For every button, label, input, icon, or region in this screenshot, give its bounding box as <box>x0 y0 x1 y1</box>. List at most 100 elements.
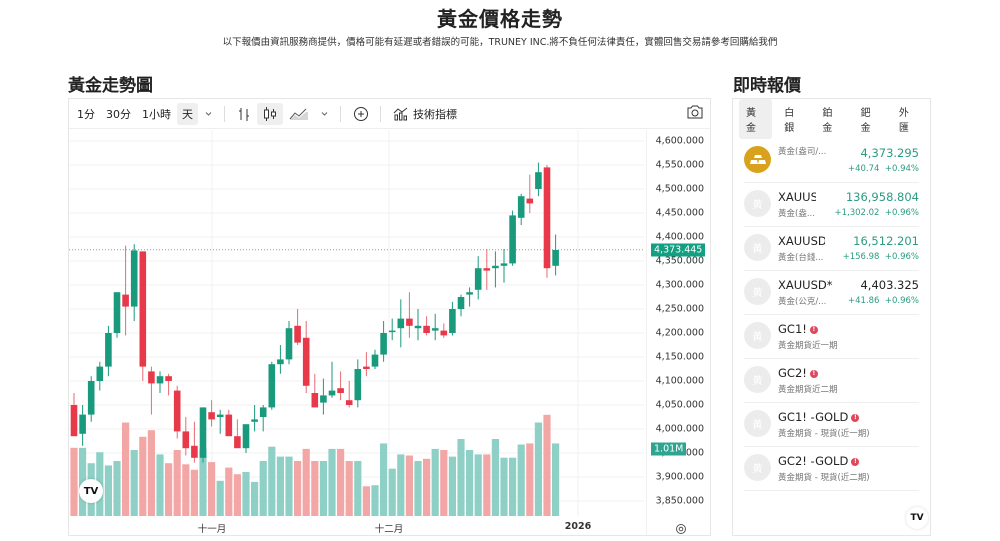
candle <box>466 292 473 295</box>
volume-bar <box>311 461 319 516</box>
candle <box>423 325 430 333</box>
candle <box>509 215 516 264</box>
price-tick-label: 4,600.000 <box>655 135 704 147</box>
symbol-avatar-icon: 黃 <box>744 454 771 481</box>
chart-canvas[interactable] <box>69 130 644 516</box>
candle <box>70 405 78 437</box>
warning-icon[interactable]: ! <box>851 413 860 422</box>
chart-settings-button[interactable] <box>675 520 687 539</box>
volume-bar <box>199 448 207 516</box>
quote-row-xauusd-tael[interactable]: 黃 XAUUSD 黃金(台錢... 16,512.201 +156.98 +0.… <box>744 227 919 271</box>
quote-price: 4,373.295 <box>860 146 919 160</box>
candle <box>414 325 422 329</box>
candle-chart-type-button[interactable] <box>257 102 283 125</box>
quote-row-xauus[interactable]: 黃 XAUUS 黃金(盎... 136,958.804 +1,302.02 +0… <box>744 183 919 227</box>
price-tick-label: 4,050.000 <box>655 399 704 411</box>
interval-dropdown[interactable] <box>199 106 218 121</box>
change-percent: +0.96% <box>884 208 919 218</box>
page-title: 黃金價格走勢 <box>437 7 563 31</box>
candle <box>328 390 336 396</box>
quote-price: 136,958.804 <box>845 190 919 204</box>
tradingview-logo[interactable]: TV <box>79 479 103 503</box>
volume-bar <box>242 472 250 516</box>
tab-palladium[interactable]: 鈀金 <box>860 108 871 134</box>
quote-row-xauusd-gram[interactable]: 黃 XAUUSD* 黃金(公克/... 4,403.325 +41.86 +0.… <box>744 271 919 315</box>
candle <box>79 414 86 434</box>
volume-bar <box>233 474 241 516</box>
price-axis[interactable]: 4,600.000 4,550.000 4,500.000 4,450.000 4,40… <box>646 130 710 535</box>
volume-bar <box>70 447 78 516</box>
candle <box>294 325 301 343</box>
quote-price: 16,512.201 <box>853 234 919 248</box>
candle <box>397 318 405 329</box>
bar-chart-type-button[interactable] <box>232 103 256 125</box>
quote-row-gc1-gold[interactable]: 黃 GC1! -GOLD! 黃金期貨 - 現貨(近一期) <box>744 403 919 447</box>
volume-bar <box>104 465 112 516</box>
quote-tabs: 黃金 白銀 鉑金 鈀金 外匯 <box>733 99 930 139</box>
warning-icon[interactable]: ! <box>851 457 860 466</box>
volume-bar <box>173 450 181 516</box>
tab-silver[interactable]: 白銀 <box>784 108 795 134</box>
quote-row-gc2-gold[interactable]: 黃 GC2! -GOLD! 黃金期貨 - 現貨(近二期) <box>744 447 919 491</box>
chevron-down-icon <box>205 112 212 116</box>
volume-bar <box>534 422 542 516</box>
quote-name: 黃金期貨 - 現貨(近一期) <box>778 429 870 439</box>
symbol-avatar-icon: 黃 <box>744 322 771 349</box>
time-tick-label: 2026 <box>564 521 592 532</box>
chart-toolbar: 1分 30分 1小時 天 技術指標 <box>69 99 710 129</box>
symbol-avatar-icon: 黃 <box>744 366 771 393</box>
volume-bar <box>448 456 456 516</box>
candle <box>268 364 276 408</box>
warning-icon[interactable]: ! <box>809 325 818 334</box>
compare-add-button[interactable] <box>348 103 374 125</box>
candle <box>199 407 207 458</box>
tradingview-logo[interactable]: TV <box>906 507 928 529</box>
candle <box>285 328 293 360</box>
quote-row-gold-oz[interactable]: 黃金(盎司/... 4,373.295 +40.74 +0.94% <box>744 139 919 183</box>
volume-bar <box>371 485 379 516</box>
toolbar-divider <box>224 105 225 122</box>
volume-bar <box>509 457 517 516</box>
indicators-button[interactable]: 技術指標 <box>388 103 462 125</box>
interval-day[interactable]: 天 <box>177 102 198 125</box>
candle <box>431 328 439 331</box>
quote-row-gc1[interactable]: 黃 GC1!! 黃金期貨近一期 <box>744 315 919 359</box>
price-tick-label: 4,300.000 <box>655 279 704 291</box>
symbol-avatar-icon: 黃 <box>744 190 771 217</box>
warning-icon[interactable]: ! <box>809 369 818 378</box>
tab-forex[interactable]: 外匯 <box>898 108 909 134</box>
candle <box>105 333 112 367</box>
candle <box>251 419 258 422</box>
interval-30min[interactable]: 30分 <box>106 107 131 121</box>
interval-1hour[interactable]: 1小時 <box>142 107 171 121</box>
candle <box>139 251 147 367</box>
quote-row-gc2[interactable]: 黃 GC2!! 黃金期貨近二期 <box>744 359 919 403</box>
chart-type-dropdown[interactable] <box>315 106 334 121</box>
area-chart-type-button[interactable] <box>284 104 314 124</box>
candle <box>113 292 121 333</box>
volume-bar <box>190 469 198 516</box>
quote-price: 4,403.325 <box>860 278 919 292</box>
chevron-down-icon <box>321 112 328 116</box>
candlestick-chart[interactable] <box>69 130 644 516</box>
candle <box>208 412 215 420</box>
quote-change: +40.74 +0.94% <box>848 164 919 174</box>
price-tick-label: 4,100.000 <box>655 375 704 387</box>
tab-gold[interactable]: 黃金 <box>739 99 773 139</box>
interval-1min[interactable]: 1分 <box>77 107 95 121</box>
quote-name: 黃金期貨 - 現貨(近二期) <box>778 473 870 483</box>
time-axis[interactable]: 十一月 十二月 2026 <box>69 516 644 536</box>
change-value: +156.98 <box>842 252 880 262</box>
volume-bar <box>139 436 147 516</box>
volume-bar <box>483 454 491 516</box>
camera-icon <box>687 105 703 119</box>
price-tick-label: 3,850.000 <box>655 495 704 507</box>
price-tick-label: 4,350.000 <box>655 255 704 267</box>
volume-bar <box>474 454 482 516</box>
screenshot-button[interactable] <box>686 104 704 123</box>
candle <box>552 249 559 266</box>
quote-symbol: GC2!! <box>778 366 818 380</box>
candle <box>345 400 353 405</box>
tab-platinum[interactable]: 鉑金 <box>822 108 833 134</box>
quote-list: 黃金(盎司/... 4,373.295 +40.74 +0.94% 黃 XAUU… <box>733 139 930 491</box>
